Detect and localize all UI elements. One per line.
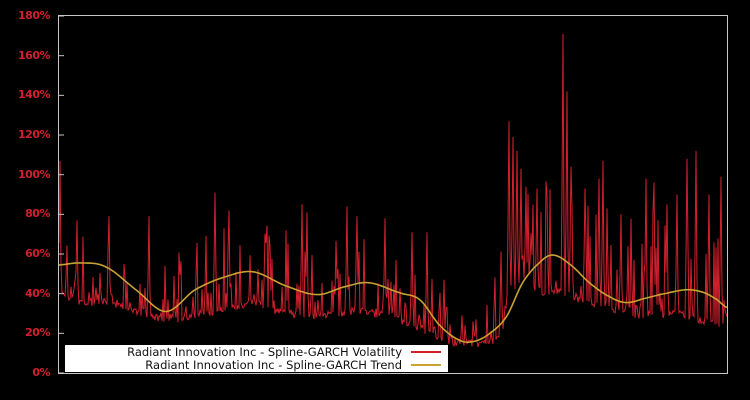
y-tick-label-80: 80%: [25, 207, 50, 221]
legend-label-trend: Radiant Innovation Inc - Spline-GARCH Tr…: [145, 357, 402, 372]
y-tick-label-40: 40%: [25, 286, 50, 300]
y-tick-label-140: 140%: [18, 88, 50, 102]
plot-area: [58, 15, 728, 374]
y-tick-label-120: 120%: [18, 128, 50, 141]
y-tick-label-0: 0%: [32, 366, 50, 379]
y-tick-label-100: 100%: [18, 167, 50, 181]
legend-swatch-volatility-line: [411, 351, 441, 353]
legend-row-volatility: Radiant Innovation Inc - Spline-GARCH Vo…: [69, 344, 441, 359]
legend: Radiant Innovation Inc - Spline-GARCH Vo…: [65, 345, 448, 372]
y-tick-label-60: 60%: [25, 247, 50, 260]
y-tick-label-180: 180%: [18, 9, 50, 22]
legend-swatch-trend-line: [411, 364, 441, 366]
trend-series-line: [59, 254, 727, 343]
volatility-series-line: [59, 33, 727, 348]
chart-canvas: [59, 16, 727, 373]
y-tick-label-20: 20%: [25, 326, 50, 340]
legend-row-trend: Radiant Innovation Inc - Spline-GARCH Tr…: [69, 357, 441, 372]
y-tick-label-160: 160%: [18, 48, 50, 62]
legend-label-volatility: Radiant Innovation Inc - Spline-GARCH Vo…: [127, 344, 402, 359]
